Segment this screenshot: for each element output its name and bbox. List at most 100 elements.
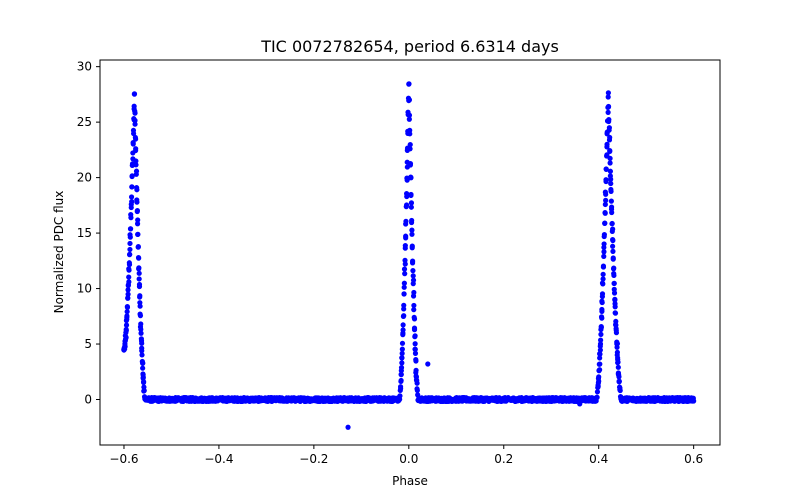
data-point xyxy=(135,244,141,250)
data-point xyxy=(136,255,142,261)
data-point xyxy=(398,372,404,378)
data-point xyxy=(139,348,145,354)
data-point xyxy=(605,90,611,96)
data-point xyxy=(408,192,414,199)
data-point xyxy=(137,294,143,300)
data-point xyxy=(131,130,137,137)
data-point xyxy=(122,344,128,350)
data-point xyxy=(401,284,407,290)
data-point xyxy=(408,204,414,210)
data-point xyxy=(135,231,141,238)
data-point xyxy=(411,289,417,296)
data-point xyxy=(607,168,614,174)
data-point xyxy=(407,142,413,148)
data-point xyxy=(615,364,621,370)
data-point xyxy=(410,273,416,279)
data-point xyxy=(608,180,614,187)
data-point xyxy=(605,109,611,115)
data-point xyxy=(401,266,408,272)
data-point xyxy=(410,277,417,283)
data-point xyxy=(600,264,607,270)
data-point xyxy=(138,330,144,336)
data-point xyxy=(131,91,138,97)
data-point xyxy=(400,327,406,333)
data-points xyxy=(121,81,697,430)
data-point xyxy=(594,394,600,400)
data-point xyxy=(598,324,604,331)
data-point xyxy=(123,334,129,341)
y-tick-label: 10 xyxy=(77,282,92,296)
data-point xyxy=(412,341,418,347)
data-point xyxy=(610,237,616,244)
data-point xyxy=(397,393,403,399)
data-point xyxy=(604,152,610,158)
data-point xyxy=(595,375,602,382)
data-point xyxy=(611,271,617,277)
data-point xyxy=(606,118,612,125)
data-point xyxy=(403,235,409,241)
data-point xyxy=(601,249,607,255)
data-point xyxy=(133,162,139,168)
data-point xyxy=(611,265,617,271)
data-point xyxy=(613,327,619,333)
data-point xyxy=(412,350,419,356)
data-point xyxy=(411,327,418,333)
data-point xyxy=(398,377,404,384)
data-point xyxy=(126,266,132,272)
x-ticks: −0.6 −0.4 −0.2 0.0 0.2 0.4 0.6 xyxy=(109,445,703,466)
data-point xyxy=(399,340,406,346)
data-point xyxy=(132,121,138,127)
y-tick-label: 25 xyxy=(77,115,92,129)
data-point xyxy=(128,212,134,218)
data-point xyxy=(126,279,132,285)
data-point xyxy=(400,322,406,328)
data-point xyxy=(127,232,133,238)
data-point xyxy=(607,160,613,166)
data-point xyxy=(407,146,413,152)
data-point xyxy=(601,233,607,240)
data-point xyxy=(615,355,621,361)
data-point xyxy=(597,361,603,367)
data-point xyxy=(594,389,601,395)
data-point xyxy=(129,173,135,180)
data-point xyxy=(577,401,583,407)
data-point xyxy=(401,313,407,319)
data-point xyxy=(615,360,621,366)
data-point xyxy=(601,244,607,251)
data-point xyxy=(133,136,139,142)
data-point xyxy=(409,231,415,237)
data-point xyxy=(126,274,132,280)
data-point xyxy=(401,302,407,308)
data-point xyxy=(127,252,133,258)
x-tick-label: −0.2 xyxy=(299,452,328,466)
data-point xyxy=(414,380,420,386)
data-point xyxy=(406,112,413,118)
data-point xyxy=(412,346,418,352)
data-point xyxy=(402,261,408,267)
data-point xyxy=(402,257,408,263)
data-point xyxy=(599,280,606,286)
data-point xyxy=(407,127,413,133)
data-point xyxy=(136,276,142,282)
data-point xyxy=(123,327,129,334)
x-tick-label: 0.6 xyxy=(684,452,703,466)
data-point xyxy=(402,271,408,277)
data-point xyxy=(610,248,616,254)
data-point xyxy=(413,373,419,379)
data-point xyxy=(601,253,607,259)
data-point xyxy=(613,322,619,328)
data-point xyxy=(345,424,351,430)
data-point xyxy=(408,200,415,206)
data-point xyxy=(617,387,623,394)
data-point xyxy=(603,197,609,203)
data-point xyxy=(127,246,133,253)
data-point xyxy=(135,217,141,223)
data-point xyxy=(598,337,604,343)
data-point xyxy=(597,367,603,373)
data-point xyxy=(129,184,135,190)
y-tick-label: 0 xyxy=(84,393,92,407)
data-point xyxy=(401,306,407,312)
data-point xyxy=(401,280,407,286)
data-point xyxy=(398,367,404,374)
